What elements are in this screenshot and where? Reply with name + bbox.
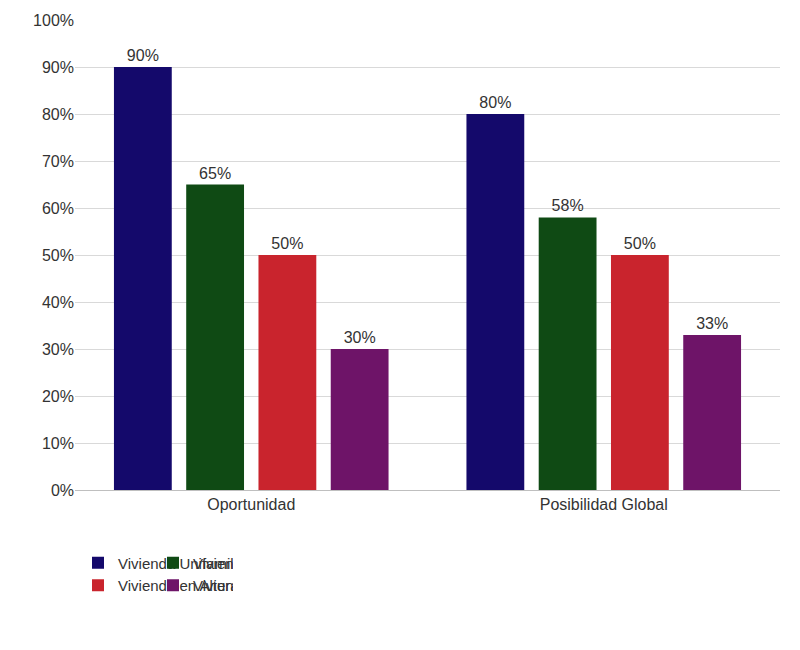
svg-text:80%: 80% [479,94,511,111]
svg-text:30%: 30% [344,329,376,346]
svg-text:40%: 40% [42,294,74,311]
svg-text:90%: 90% [42,59,74,76]
svg-text:20%: 20% [42,388,74,405]
svg-text:0%: 0% [51,482,74,499]
svg-text:Posibilidad Global: Posibilidad Global [540,496,668,513]
svg-text:100%: 100% [33,12,74,29]
svg-text:80%: 80% [42,106,74,123]
svg-text:50%: 50% [271,235,303,252]
svg-text:33%: 33% [696,315,728,332]
svg-text:50%: 50% [42,247,74,264]
svg-text:30%: 30% [42,341,74,358]
svg-text:70%: 70% [42,153,74,170]
svg-text:10%: 10% [42,435,74,452]
svg-text:58%: 58% [552,197,584,214]
svg-text:Vivienda en Altura - CON CRA: Vivienda en Altura - CON CRA [193,577,233,594]
svg-text:65%: 65% [199,165,231,182]
svg-text:Vivienda Unifamiliar - CON CRA: Vivienda Unifamiliar - CON CRA [193,555,233,572]
svg-text:90%: 90% [127,47,159,64]
svg-text:50%: 50% [624,235,656,252]
svg-text:60%: 60% [42,200,74,217]
svg-text:Oportunidad: Oportunidad [207,496,295,513]
